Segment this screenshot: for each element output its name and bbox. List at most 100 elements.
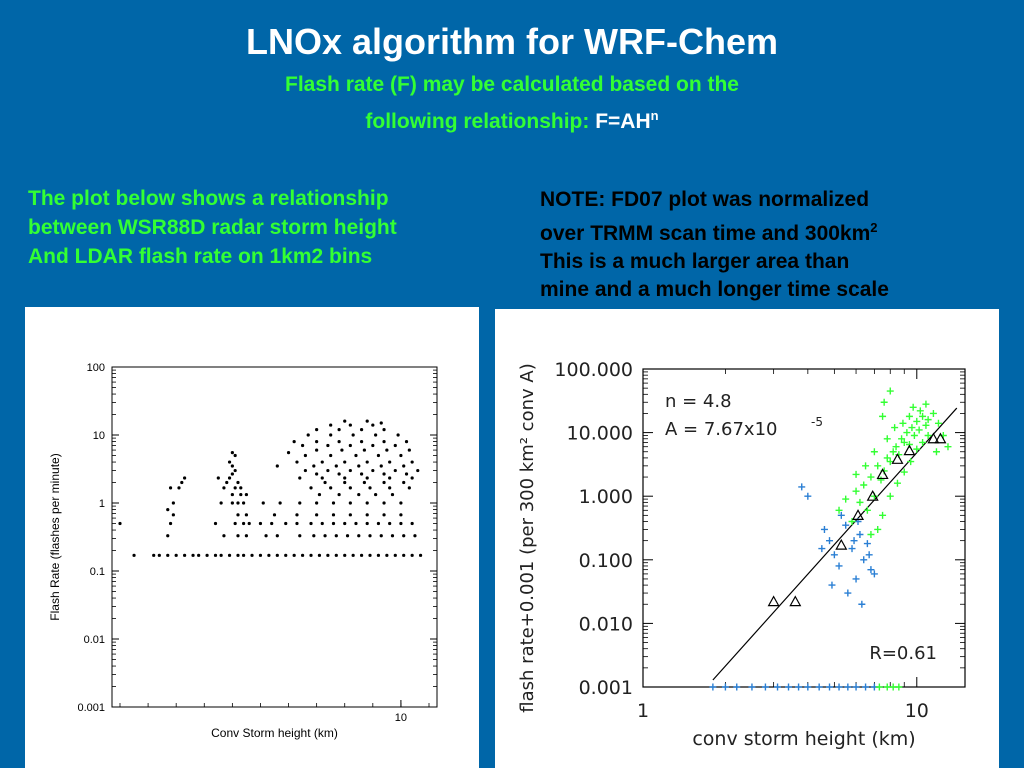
- data-point: [312, 534, 316, 538]
- data-point-plus: [910, 432, 918, 440]
- data-point: [300, 553, 305, 557]
- left-description: The plot below shows a relationship betw…: [28, 184, 498, 271]
- data-point-triangle: [851, 509, 865, 520]
- data-point-plus: [848, 545, 856, 553]
- data-point: [351, 433, 355, 437]
- data-point-plus: [895, 683, 903, 691]
- data-point: [382, 480, 386, 485]
- data-point-plus: [915, 426, 923, 434]
- data-point: [168, 521, 173, 526]
- data-point: [368, 534, 372, 538]
- data-point: [272, 513, 277, 517]
- data-point-plus: [835, 506, 843, 514]
- data-point: [239, 486, 243, 490]
- data-point: [312, 464, 316, 468]
- data-point: [343, 476, 347, 480]
- data-point: [242, 501, 246, 505]
- fit-line: [712, 407, 958, 681]
- data-point: [244, 534, 249, 538]
- data-point: [357, 534, 361, 538]
- data-point: [382, 513, 386, 517]
- data-point: [258, 521, 263, 526]
- data-point-plus: [856, 498, 864, 506]
- data-point-plus: [804, 492, 812, 500]
- y-tick-label: 0.1: [90, 566, 105, 578]
- data-point-plus: [835, 683, 843, 691]
- data-point-plus: [919, 438, 927, 446]
- data-point: [334, 534, 338, 538]
- data-point-plus: [883, 683, 891, 691]
- note-text: NOTE: FD07 plot was normalized over TRMM…: [540, 186, 1010, 304]
- data-point: [166, 507, 170, 512]
- data-point: [365, 460, 369, 464]
- data-point: [306, 433, 310, 437]
- data-point: [388, 476, 392, 480]
- data-point: [258, 553, 263, 557]
- data-point: [222, 486, 226, 490]
- data-point-triangle: [891, 453, 904, 464]
- data-point: [348, 513, 352, 517]
- data-point-plus: [818, 545, 826, 553]
- data-point: [315, 501, 319, 505]
- data-point: [362, 448, 366, 452]
- y-tick-label: 10.000: [567, 423, 633, 445]
- data-point-triangle: [876, 468, 889, 480]
- data-point: [374, 433, 378, 437]
- data-point-plus: [879, 511, 887, 519]
- ldar-flash-rate-chart: 0.001 0.01 0.1 1 10 100 10 Conv Storm height (k…: [48, 362, 438, 740]
- data-point: [343, 419, 347, 423]
- data-point: [309, 553, 313, 557]
- data-point-plus: [774, 683, 782, 691]
- data-point-plus: [905, 412, 913, 420]
- plot-frame: [642, 368, 966, 688]
- data-point: [183, 553, 187, 557]
- data-point: [286, 451, 291, 455]
- data-point: [326, 468, 330, 473]
- data-point-plus: [820, 525, 828, 533]
- data-point: [359, 553, 364, 557]
- y-axis-label: flash rate+0.001 (per 300 km² conv A): [517, 363, 538, 712]
- data-point: [320, 460, 324, 464]
- data-point-plus: [889, 448, 897, 456]
- data-point: [230, 464, 234, 468]
- data-point-plus: [848, 518, 856, 526]
- data-point-plus: [761, 683, 769, 691]
- data-point-plus: [922, 421, 930, 429]
- note-line-3: This is a much larger area than: [540, 250, 850, 273]
- data-point-plus: [891, 424, 899, 432]
- data-point: [174, 553, 178, 557]
- data-point-plus: [913, 445, 921, 453]
- left-description-line: And LDAR flash rate on 1km2 bins: [28, 245, 373, 268]
- data-point: [323, 534, 327, 538]
- y-tick-label: 0.001: [77, 702, 105, 714]
- data-point-plus: [852, 470, 860, 478]
- subtitle-relationship-text: following relationship:: [365, 110, 596, 133]
- data-point: [303, 453, 307, 458]
- data-point-triangle: [767, 595, 780, 607]
- data-point-plus: [919, 412, 927, 420]
- data-point: [418, 553, 423, 557]
- data-point: [390, 492, 395, 497]
- data-point: [233, 521, 237, 526]
- data-point-triangle: [789, 595, 802, 607]
- data-point: [351, 553, 355, 557]
- data-point: [236, 534, 240, 538]
- data-point: [250, 553, 254, 557]
- data-point: [270, 521, 274, 526]
- a-annotation-exponent: -5: [811, 415, 823, 429]
- y-tick-label: 100: [87, 362, 105, 374]
- y-tick-label: 0.100: [579, 550, 633, 572]
- data-point-plus: [924, 416, 932, 424]
- data-point: [205, 553, 209, 557]
- data-point: [337, 439, 341, 444]
- data-point: [337, 472, 341, 476]
- data-point-plus: [870, 570, 878, 578]
- data-point-plus: [748, 683, 756, 691]
- data-point-plus: [929, 409, 937, 417]
- data-point: [337, 428, 341, 432]
- data-point: [334, 553, 338, 557]
- data-point-plus: [852, 575, 860, 583]
- data-point: [219, 501, 223, 505]
- data-point: [177, 486, 181, 490]
- data-point: [275, 553, 279, 557]
